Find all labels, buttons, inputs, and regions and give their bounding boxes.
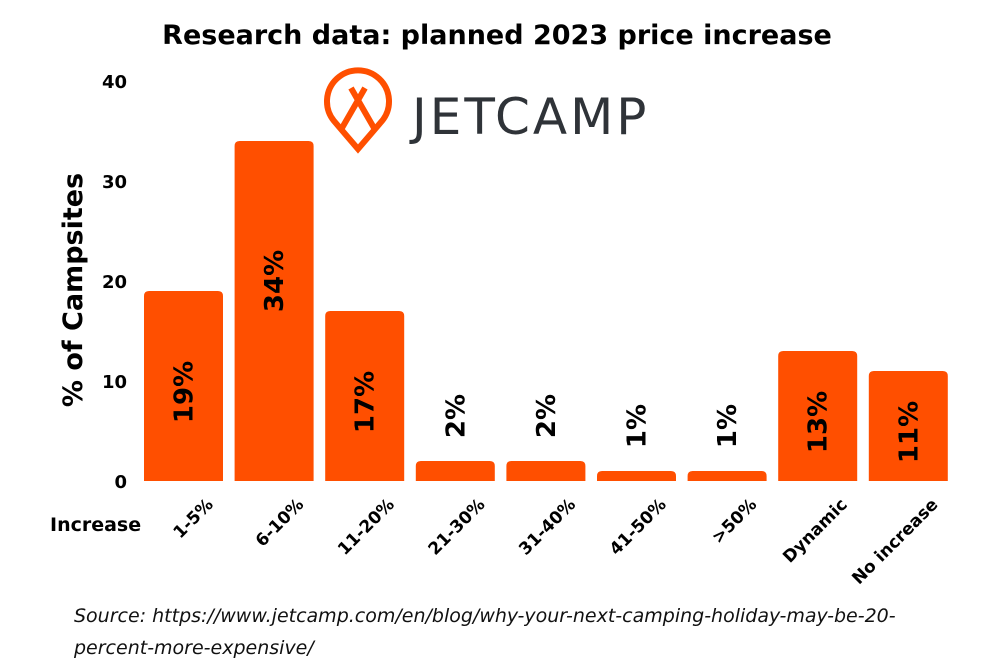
x-tick-label: Dynamic <box>779 495 851 567</box>
bar <box>687 471 767 481</box>
jetcamp-logo: JETCAMP <box>324 67 649 154</box>
data-label: 34% <box>260 250 290 312</box>
x-axis-title: Increase <box>50 514 141 536</box>
data-label: 2% <box>441 394 471 438</box>
bar <box>415 461 495 481</box>
bar <box>597 471 676 481</box>
data-label: 1% <box>623 404 653 448</box>
bar-chart: Research data: planned 2023 price increa… <box>50 20 948 589</box>
map-pin-tent-icon <box>324 67 392 154</box>
x-tick-label: 31-40% <box>515 495 580 560</box>
data-label: 2% <box>532 394 562 438</box>
source-label: Source <box>74 605 140 627</box>
data-label: 1% <box>713 404 743 448</box>
bar <box>325 311 405 481</box>
y-tick-label: 0 <box>114 472 127 493</box>
y-tick-label: 40 <box>102 72 127 93</box>
source-url: : https://www.jetcamp.com/en/blog/why-yo… <box>74 605 896 659</box>
x-tick-label: 1-5% <box>170 495 218 543</box>
data-label: 19% <box>170 361 200 423</box>
y-tick-label: 10 <box>102 372 127 393</box>
x-axis: 1-5% 6-10% 11-20% 21-30% 31-40% 41-50% >50% Dyn… <box>170 495 943 589</box>
y-axis-title: % of Campsites <box>58 173 89 407</box>
y-axis: 0 10 20 30 40 <box>102 72 127 493</box>
data-label: 17% <box>351 371 381 433</box>
data-label: 13% <box>804 391 834 453</box>
bar <box>234 141 314 481</box>
chart-title: Research data: planned 2023 price increa… <box>162 20 832 51</box>
bar <box>868 371 948 481</box>
x-tick-label: 41-50% <box>606 495 671 560</box>
bar <box>506 461 586 481</box>
data-label: 11% <box>894 401 924 463</box>
x-tick-label: No increase <box>848 495 942 589</box>
logo-wordmark: JETCAMP <box>409 88 649 146</box>
bar <box>778 351 858 481</box>
source-note: Source: https://www.jetcamp.com/en/blog/… <box>74 600 954 664</box>
x-tick-label: 11-20% <box>334 495 399 560</box>
x-tick-label: 6-10% <box>252 495 308 551</box>
x-tick-label: >50% <box>708 495 761 548</box>
y-tick-label: 30 <box>102 172 127 193</box>
bars: 19% 34% 17% 2% 2% 1% 1% 13% 11% <box>144 141 948 481</box>
bar <box>144 291 223 481</box>
y-tick-label: 20 <box>102 272 127 293</box>
x-tick-label: 21-30% <box>425 495 490 560</box>
